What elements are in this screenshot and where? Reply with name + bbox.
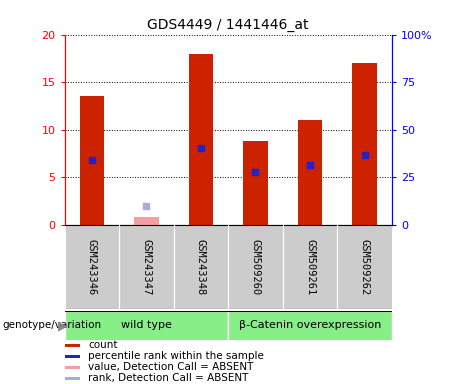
Bar — [243, 141, 268, 225]
Text: count: count — [89, 340, 118, 350]
Text: GSM509262: GSM509262 — [360, 239, 370, 295]
Bar — [65, 377, 80, 380]
Bar — [65, 366, 80, 369]
Bar — [228, 311, 392, 340]
Text: genotype/variation: genotype/variation — [2, 320, 101, 331]
Text: value, Detection Call = ABSENT: value, Detection Call = ABSENT — [89, 362, 254, 372]
Bar — [119, 225, 174, 309]
Bar — [134, 217, 159, 225]
Bar — [65, 344, 80, 347]
Bar — [65, 311, 228, 340]
Bar — [189, 54, 213, 225]
Bar — [65, 225, 119, 309]
Text: GSM509260: GSM509260 — [250, 239, 260, 295]
Bar — [337, 225, 392, 309]
Bar — [298, 120, 322, 225]
Bar — [228, 225, 283, 309]
Text: ▶: ▶ — [58, 319, 67, 332]
Bar — [283, 225, 337, 309]
Bar — [352, 63, 377, 225]
Text: GSM243348: GSM243348 — [196, 239, 206, 295]
Bar — [80, 96, 104, 225]
Text: wild type: wild type — [121, 320, 172, 331]
Text: GSM243347: GSM243347 — [142, 239, 151, 295]
Text: rank, Detection Call = ABSENT: rank, Detection Call = ABSENT — [89, 374, 248, 384]
Bar — [65, 355, 80, 358]
Text: GSM243346: GSM243346 — [87, 239, 97, 295]
Text: GSM509261: GSM509261 — [305, 239, 315, 295]
Title: GDS4449 / 1441446_at: GDS4449 / 1441446_at — [148, 18, 309, 32]
Bar — [174, 225, 228, 309]
Text: β-Catenin overexpression: β-Catenin overexpression — [239, 320, 381, 331]
Text: percentile rank within the sample: percentile rank within the sample — [89, 351, 264, 361]
